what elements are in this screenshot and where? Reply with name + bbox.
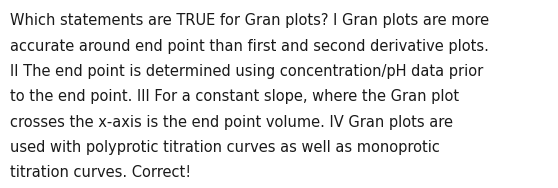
Text: crosses the x-axis is the end point volume. IV Gran plots are: crosses the x-axis is the end point volu… [10,115,453,130]
Text: Which statements are TRUE for Gran plots? I Gran plots are more: Which statements are TRUE for Gran plots… [10,13,489,28]
Text: II The end point is determined using concentration/pH data prior: II The end point is determined using con… [10,64,483,79]
Text: to the end point. III For a constant slope, where the Gran plot: to the end point. III For a constant slo… [10,89,459,104]
Text: titration curves. Correct!: titration curves. Correct! [10,165,191,180]
Text: used with polyprotic titration curves as well as monoprotic: used with polyprotic titration curves as… [10,140,440,155]
Text: accurate around end point than first and second derivative plots.: accurate around end point than first and… [10,39,489,54]
